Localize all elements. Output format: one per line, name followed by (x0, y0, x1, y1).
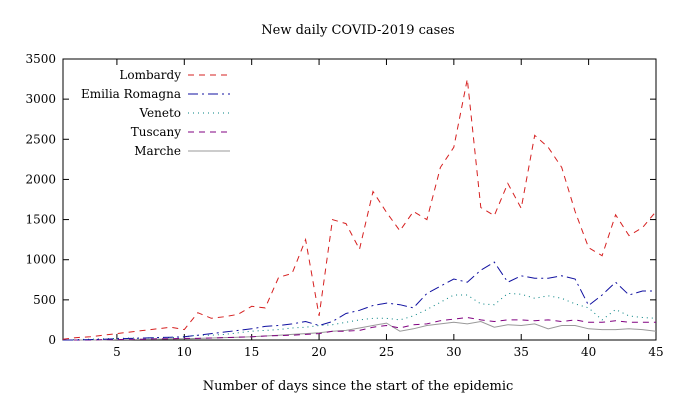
chart-title: New daily COVID-2019 cases (261, 23, 454, 38)
series-line-tuscany (63, 316, 656, 341)
y-tick-label: 3000 (25, 92, 56, 106)
x-tick-label: 20 (311, 345, 326, 359)
y-axis: 0 500 1000 1500 2000 2500 3000 3500 (25, 52, 656, 347)
x-axis: 5 10 15 20 25 30 35 40 45 (113, 59, 664, 359)
y-tick-label: 0 (48, 333, 56, 347)
x-tick-label: 5 (113, 345, 121, 359)
legend-label: Lombardy (119, 68, 181, 82)
x-axis-label: Number of days since the start of the ep… (203, 379, 514, 394)
x-tick-label: 40 (581, 345, 596, 359)
y-tick-label: 2500 (25, 132, 56, 146)
series-layer (62, 79, 657, 341)
y-tick-label: 3500 (25, 52, 56, 66)
y-tick-label: 2000 (25, 172, 56, 186)
series-line-veneto (62, 292, 657, 341)
y-tick-label: 1500 (25, 213, 56, 227)
legend-label: Emilia Romagna (81, 87, 181, 101)
y-tick-label: 1000 (25, 253, 56, 267)
y-tick-label: 500 (33, 293, 56, 307)
plot-frame (62, 58, 657, 341)
x-tick-label: 30 (446, 345, 461, 359)
legend-label: Marche (134, 144, 181, 158)
series-line-marche (63, 320, 657, 341)
x-tick-label: 25 (379, 345, 394, 359)
series-line-lombardy (62, 79, 657, 340)
legend-label: Veneto (138, 106, 181, 120)
x-tick-label: 35 (514, 345, 529, 359)
legend: Lombardy Emilia Romagna Veneto Tuscany March… (81, 68, 230, 158)
x-tick-label: 15 (244, 345, 259, 359)
x-tick-label: 10 (177, 345, 192, 359)
x-tick-label: 45 (648, 345, 663, 359)
legend-label: Tuscany (131, 125, 181, 139)
series-line-emilia-romagna (63, 261, 656, 341)
